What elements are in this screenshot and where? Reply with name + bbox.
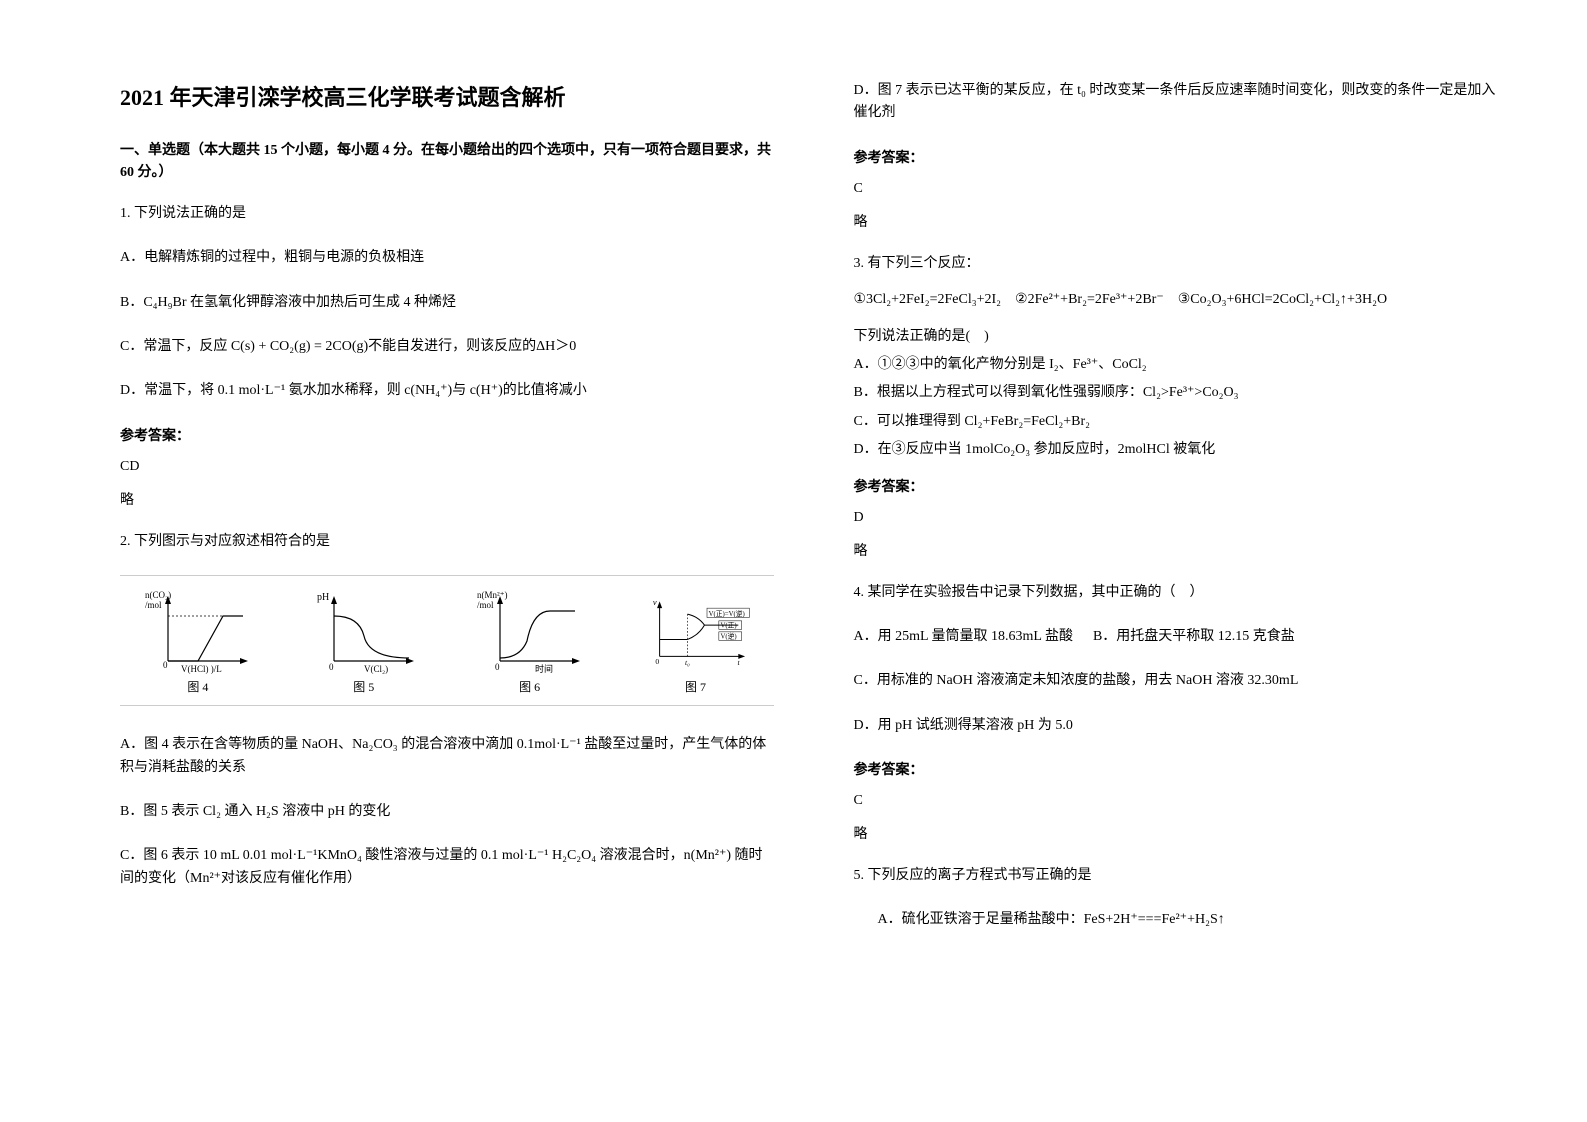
q4-answer-label: 参考答案： <box>854 759 1508 779</box>
figure-7: v V(正)=V(逆) V(正) V(逆) 0 t₀ t 图 7 <box>618 586 774 695</box>
fig6-ylabel1: n(Mn²⁺) <box>477 590 507 600</box>
q4-explain: 略 <box>854 823 1508 843</box>
q2-stem: 2. 下列图示与对应叙述相符合的是 <box>120 531 774 553</box>
q3-option-a: A．①②③中的氧化产物分别是 I₂、Fe³⁺、CoCl₂ <box>854 354 1508 376</box>
q4-option-c: C．用标准的 NaOH 溶液滴定未知浓度的盐酸，用去 NaOH 溶液 32.30… <box>854 670 1508 692</box>
q2-option-a: A．图 4 表示在含等物质的量 NaOH、Na₂CO₃ 的混合溶液中滴加 0.1… <box>120 734 774 779</box>
q5-stem: 5. 下列反应的离子方程式书写正确的是 <box>854 865 1508 887</box>
section-header: 一、单选题（本大题共 15 个小题，每小题 4 分。在每小题给出的四个选项中，只… <box>120 140 774 185</box>
fig7-t: t <box>737 658 740 667</box>
fig7-legend1: V(正)=V(逆) <box>708 609 744 618</box>
fig4-xlabel: V(HCl) )/L <box>181 664 222 674</box>
figure-7-svg: v V(正)=V(逆) V(正) V(逆) 0 t₀ t <box>641 586 751 676</box>
fig4-ylabel2: /mol <box>145 600 162 610</box>
fig7-legend2: V(正) <box>720 622 736 630</box>
fig5-xlabel: V(Cl₂) <box>364 664 388 674</box>
figure-6-svg: n(Mn²⁺) /mol 0 时间 <box>475 586 585 676</box>
left-column: 2021 年天津引滦学校高三化学联考试题含解析 一、单选题（本大题共 15 个小… <box>100 80 814 1082</box>
q1-option-d: D．常温下，将 0.1 mol·L⁻¹ 氨水加水稀释，则 c(NH₄⁺)与 c(… <box>120 380 774 402</box>
q3-stem: 3. 有下列三个反应： <box>854 253 1508 275</box>
fig7-origin: 0 <box>655 657 659 666</box>
page-title: 2021 年天津引滦学校高三化学联考试题含解析 <box>120 80 774 112</box>
figure-5: pH 0 V(Cl₂) 图 5 <box>286 586 442 695</box>
fig6-xlabel: 时间 <box>535 663 553 674</box>
right-column: D．图 7 表示已达平衡的某反应，在 t₀ 时改变某一条件后反应速率随时间变化，… <box>814 80 1528 1082</box>
q3-option-b: B．根据以上方程式可以得到氧化性强弱顺序：Cl₂>Fe³⁺>Co₂O₃ <box>854 382 1508 404</box>
fig6-ylabel2: /mol <box>477 600 494 610</box>
q4-option-d: D．用 pH 试纸测得某溶液 pH 为 5.0 <box>854 715 1508 737</box>
q3-option-d: D．在③反应中当 1molCo₂O₃ 参加反应时，2molHCl 被氧化 <box>854 439 1508 461</box>
q3-option-c: C．可以推理得到 Cl₂+FeBr₂=FeCl₂+Br₂ <box>854 411 1508 433</box>
q1-explain: 略 <box>120 489 774 509</box>
q2-option-c: C．图 6 表示 10 mL 0.01 mol·L⁻¹KMnO₄ 酸性溶液与过量… <box>120 845 774 890</box>
fig5-origin: 0 <box>329 662 334 672</box>
q1-answer: CD <box>120 459 774 475</box>
fig4-origin: 0 <box>163 660 168 670</box>
fig7-label: 图 7 <box>685 678 706 695</box>
q4-answer: C <box>854 793 1508 809</box>
fig7-ylabel: v <box>652 597 656 607</box>
q4-option-b: B．用托盘天平称取 12.15 克食盐 <box>1093 626 1295 648</box>
q1-option-c: C．常温下，反应 C(s) + CO₂(g) = 2CO(g)不能自发进行，则该… <box>120 336 774 358</box>
q2-explain: 略 <box>854 211 1508 231</box>
figure-5-svg: pH 0 V(Cl₂) <box>309 586 419 676</box>
fig6-origin: 0 <box>495 662 500 672</box>
q1-answer-label: 参考答案： <box>120 425 774 445</box>
fig4-label: 图 4 <box>187 678 208 695</box>
q3-options: 下列说法正确的是( ) A．①②③中的氧化产物分别是 I₂、Fe³⁺、CoCl₂… <box>854 326 1508 462</box>
q3-answer-label: 参考答案： <box>854 476 1508 496</box>
q1-option-b: B．C₄H₉Br 在氢氧化钾醇溶液中加热后可生成 4 种烯烃 <box>120 292 774 314</box>
q2-answer: C <box>854 181 1508 197</box>
q3-answer: D <box>854 510 1508 526</box>
fig5-label: 图 5 <box>353 678 374 695</box>
q1-option-a: A．电解精炼铜的过程中，粗铜与电源的负极相连 <box>120 247 774 269</box>
q3-equations: ①3Cl₂+2FeI₂=2FeCl₃+2I₂ ②2Fe²⁺+Br₂=2Fe³⁺+… <box>854 289 1508 311</box>
q2-option-d: D．图 7 表示已达平衡的某反应，在 t₀ 时改变某一条件后反应速率随时间变化，… <box>854 80 1508 125</box>
figures-row: n(CO₂) /mol 0 V(HCl) )/L 图 4 pH <box>120 575 774 706</box>
fig7-legend3: V(逆) <box>720 632 736 641</box>
q1-stem: 1. 下列说法正确的是 <box>120 203 774 225</box>
q4-stem: 4. 某同学在实验报告中记录下列数据，其中正确的（ ） <box>854 582 1508 604</box>
q4-row-ab: A．用 25mL 量筒量取 18.63mL 盐酸 B．用托盘天平称取 12.15… <box>854 626 1508 648</box>
q3-explain: 略 <box>854 540 1508 560</box>
q4-option-a: A．用 25mL 量筒量取 18.63mL 盐酸 <box>854 626 1073 648</box>
q2-option-b: B．图 5 表示 Cl₂ 通入 H₂S 溶液中 pH 的变化 <box>120 801 774 823</box>
fig6-label: 图 6 <box>519 678 540 695</box>
figure-4: n(CO₂) /mol 0 V(HCl) )/L 图 4 <box>120 586 276 695</box>
fig7-t0: t₀ <box>685 658 690 667</box>
figure-6: n(Mn²⁺) /mol 0 时间 图 6 <box>452 586 608 695</box>
figure-4-svg: n(CO₂) /mol 0 V(HCl) )/L <box>143 586 253 676</box>
fig5-ylabel: pH <box>317 592 329 603</box>
q3-substem: 下列说法正确的是( ) <box>854 326 1508 348</box>
q5-option-a: A．硫化亚铁溶于足量稀盐酸中：FeS+2H⁺===Fe²⁺+H₂S↑ <box>854 909 1508 931</box>
q2-answer-label: 参考答案： <box>854 147 1508 167</box>
